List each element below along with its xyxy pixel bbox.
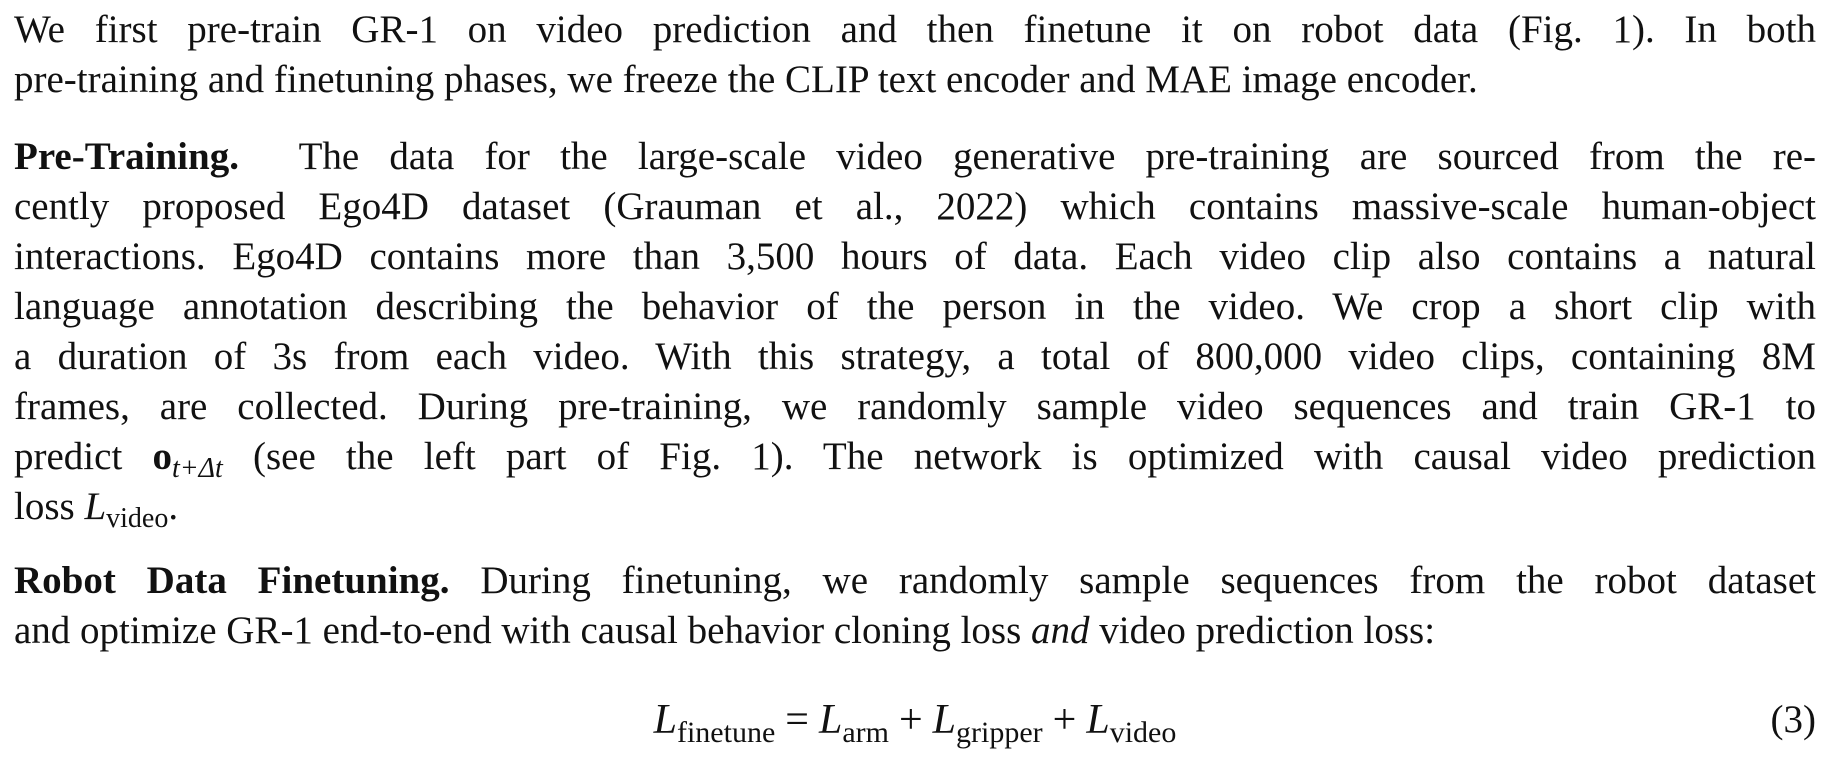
predict-suffix: (see the left part of Fig. 1). The netwo… bbox=[222, 435, 1816, 478]
pretraining-line-6: frames, are collected. During pre-traini… bbox=[14, 385, 1816, 428]
finetuning-line-2-prefix: and optimize GR-1 end-to-end with causal… bbox=[14, 609, 1032, 652]
eq-term1-subscript: arm bbox=[842, 716, 889, 749]
finetuning-line-2-suffix: video prediction loss: bbox=[1089, 609, 1436, 652]
equation-number: (3) bbox=[1770, 698, 1816, 741]
finetuning-paragraph: Robot Data Finetuning. During finetuning… bbox=[14, 556, 1816, 656]
eq-lhs-symbol: L bbox=[653, 697, 677, 743]
finetuning-line-1: Robot Data Finetuning. During finetuning… bbox=[14, 556, 1816, 606]
finetuning-line-1-text: During finetuning, we randomly sample se… bbox=[480, 559, 1816, 602]
finetuning-line-2-italic: and bbox=[1031, 609, 1090, 652]
pretraining-line-3: interactions. Ego4D contains more than 3… bbox=[14, 235, 1816, 278]
eq-equals: = bbox=[785, 697, 809, 743]
eq-term3-symbol: L bbox=[1086, 697, 1110, 743]
prediction-symbol: o bbox=[152, 435, 172, 478]
predict-prefix: predict bbox=[14, 435, 153, 478]
equation-body: Lfinetune = Larm + Lgripper + Lvideo bbox=[14, 690, 1816, 750]
pretraining-line-2: cently proposed Ego4D dataset (Grauman e… bbox=[14, 185, 1816, 228]
pretraining-heading: Pre-Training. bbox=[14, 135, 239, 178]
pretraining-line-8: loss Lvideo. bbox=[14, 482, 1816, 532]
prediction-subscript: t+Δt bbox=[171, 453, 223, 483]
intro-line-1: We first pre-train GR-1 on video predict… bbox=[14, 8, 1816, 51]
intro-paragraph: We first pre-train GR-1 on video predict… bbox=[14, 5, 1816, 105]
loss-symbol: L bbox=[84, 485, 107, 528]
intro-line-2: pre-training and finetuning phases, we f… bbox=[14, 58, 1478, 101]
eq-plus-2: + bbox=[1052, 697, 1077, 743]
finetuning-line-2: and optimize GR-1 end-to-end with causal… bbox=[14, 606, 1816, 656]
eq-plus-1: + bbox=[898, 697, 923, 743]
loss-subscript: video bbox=[106, 503, 169, 533]
pretraining-line-1-text: The data for the large-scale video gener… bbox=[298, 135, 1816, 178]
eq-term2-symbol: L bbox=[932, 697, 957, 743]
eq-term2-subscript: gripper bbox=[956, 716, 1043, 749]
eq-term1-symbol: L bbox=[818, 697, 843, 743]
equation-3: Lfinetune = Larm + Lgripper + Lvideo (3) bbox=[14, 690, 1816, 750]
pretraining-line-5: a duration of 3s from each video. With t… bbox=[14, 335, 1816, 378]
eq-term3-subscript: video bbox=[1109, 716, 1177, 749]
pretraining-line-7: predict ot+Δt (see the left part of Fig.… bbox=[14, 432, 1816, 482]
pretraining-line-1: Pre-Training. The data for the large-sca… bbox=[14, 132, 1816, 182]
loss-prefix: loss bbox=[14, 485, 85, 528]
pretraining-line-4: language annotation describing the behav… bbox=[14, 285, 1816, 328]
pretraining-paragraph: Pre-Training. The data for the large-sca… bbox=[14, 132, 1816, 532]
finetuning-heading: Robot Data Finetuning. bbox=[14, 559, 450, 602]
loss-suffix: . bbox=[168, 485, 179, 528]
eq-lhs-subscript: finetune bbox=[676, 716, 776, 749]
